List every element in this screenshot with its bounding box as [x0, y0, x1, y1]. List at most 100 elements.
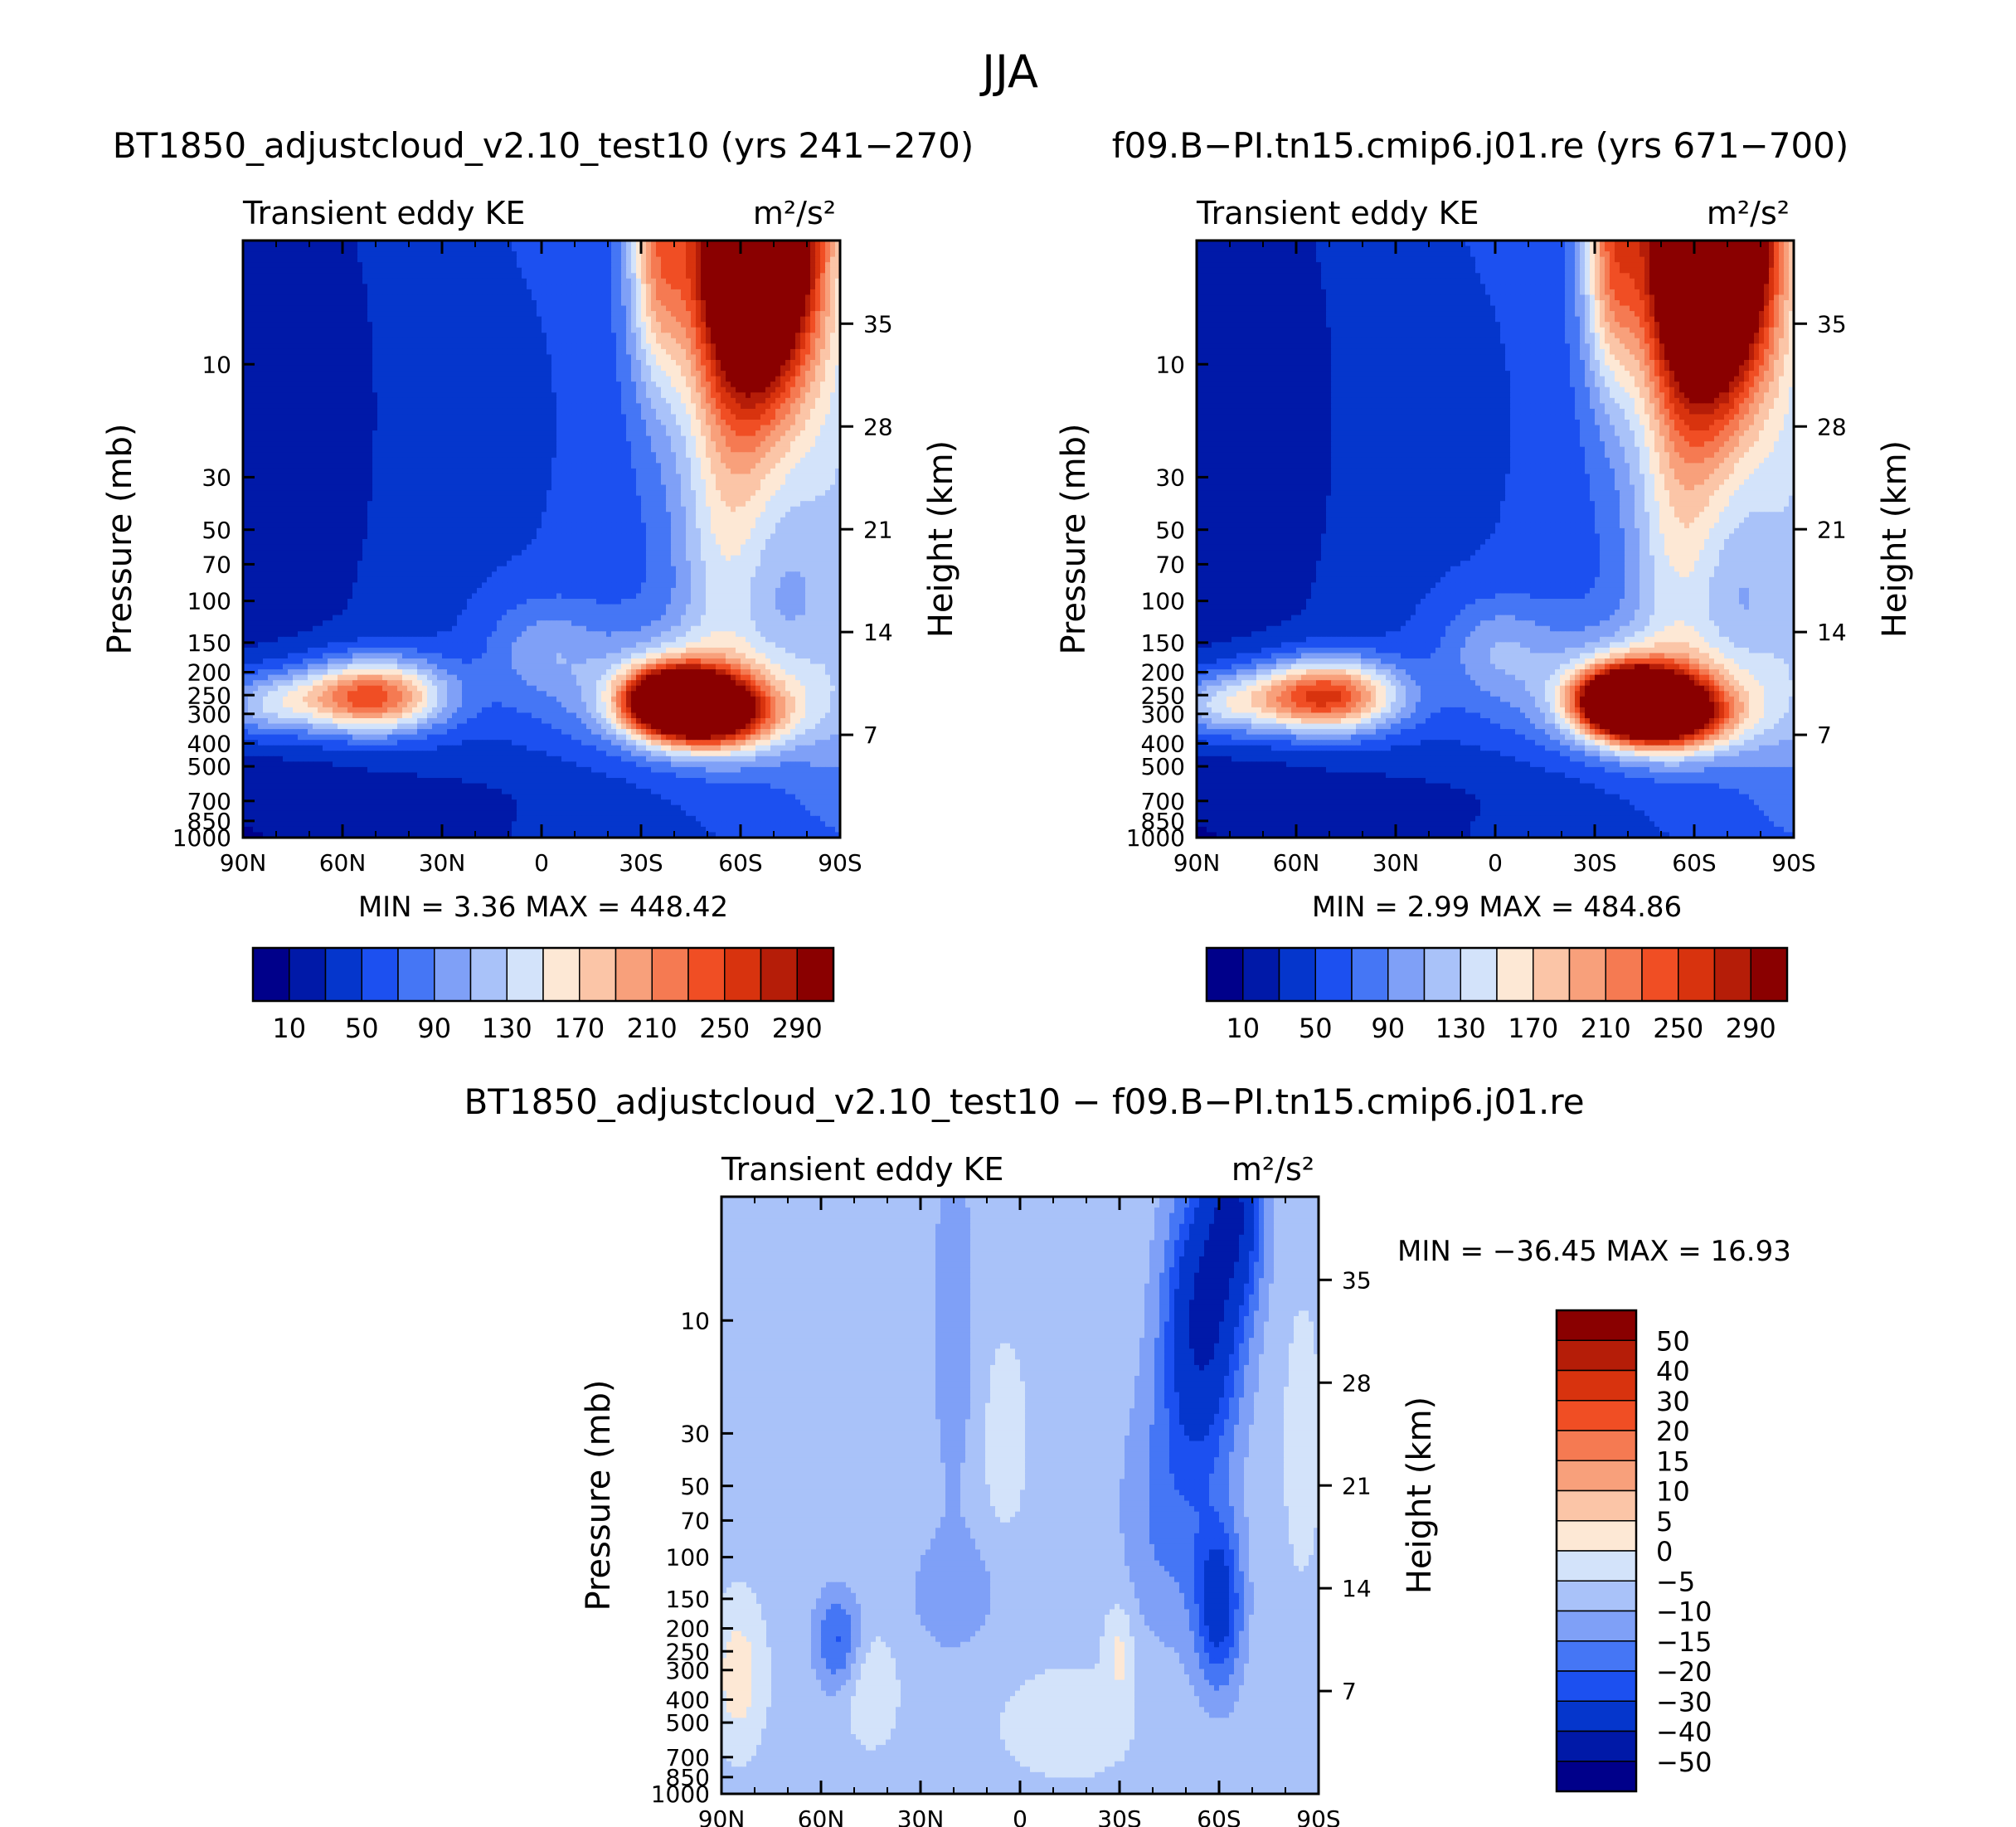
contour-cell	[367, 268, 373, 274]
contour-cell	[273, 268, 279, 274]
contour-cell	[596, 251, 602, 257]
contour-cell	[447, 262, 453, 268]
contour-cell	[696, 251, 702, 257]
contour-cell	[800, 268, 806, 274]
contour-cell	[726, 262, 731, 268]
contour-cell	[462, 246, 468, 252]
contour-cell	[487, 273, 493, 279]
contour-cell	[581, 257, 587, 263]
contour-cell	[711, 262, 717, 268]
contour-cell	[785, 251, 791, 257]
contour-cell	[651, 273, 657, 279]
contour-cell	[790, 246, 796, 252]
contour-cell	[417, 273, 423, 279]
contour-cell	[537, 289, 542, 295]
contour-cell	[248, 262, 254, 268]
contour-cell	[527, 268, 532, 274]
contour-cell	[656, 273, 662, 279]
contour-cell	[352, 279, 358, 284]
contour-cell	[596, 262, 602, 268]
contour-cell	[755, 262, 761, 268]
contour-cell	[795, 273, 801, 279]
contour-cell	[288, 246, 294, 252]
contour-cell	[342, 289, 348, 295]
contour-cell	[537, 257, 542, 263]
contour-cell	[542, 268, 547, 274]
contour-cell	[323, 262, 328, 268]
contour-cell	[527, 289, 532, 295]
contour-cell	[342, 279, 348, 284]
contour-cell	[706, 262, 712, 268]
contour-cell	[502, 251, 508, 257]
contour-cell	[805, 273, 811, 279]
figure-canvas: JJA BT1850_adjustcloud_v2.10_test10 (yrs…	[0, 0, 2016, 1827]
figure-title: JJA	[979, 46, 1038, 98]
contour-cell	[313, 279, 318, 284]
contour-cell	[248, 289, 254, 295]
contour-cell	[631, 268, 637, 274]
contour-cell	[323, 279, 328, 284]
contour-cell	[656, 289, 662, 295]
contour-cell	[397, 262, 403, 268]
contour-cell	[666, 262, 672, 268]
contour-cell	[482, 284, 488, 289]
contour-cell	[248, 279, 254, 284]
contour-cell	[547, 284, 552, 289]
contour-cell	[616, 289, 622, 295]
contour-cell	[736, 279, 741, 284]
contour-cell	[820, 273, 826, 279]
contour-cell	[686, 251, 692, 257]
contour-cell	[706, 273, 712, 279]
contour-cell	[656, 268, 662, 274]
contour-cell	[323, 257, 328, 263]
contour-cell	[263, 251, 269, 257]
contour-cell	[477, 284, 483, 289]
contour-cell	[721, 284, 726, 289]
contour-cell	[482, 268, 488, 274]
contour-cell	[691, 273, 697, 279]
contour-cell	[318, 289, 323, 295]
contour-cell	[283, 262, 289, 268]
contour-cell	[412, 246, 418, 252]
contour-cell	[517, 273, 522, 279]
contour-cell	[591, 279, 597, 284]
contour-cell	[278, 279, 284, 284]
contour-cell	[357, 273, 363, 279]
contour-cell	[755, 273, 761, 279]
contour-cell	[736, 257, 741, 263]
contour-cell	[586, 279, 592, 284]
contour-cell	[696, 279, 702, 284]
contour-cell	[392, 246, 398, 252]
contour-cell	[780, 251, 786, 257]
contour-cell	[616, 257, 622, 263]
contour-cell	[442, 262, 448, 268]
contour-cell	[253, 268, 259, 274]
contour-cell	[402, 284, 408, 289]
contour-cell	[671, 268, 677, 274]
contour-cell	[606, 273, 612, 279]
contour-cell	[616, 284, 622, 289]
contour-cell	[780, 284, 786, 289]
contour-cell	[492, 257, 498, 263]
contour-cell	[621, 262, 627, 268]
contour-cell	[701, 284, 707, 289]
contour-cell	[537, 273, 542, 279]
contour-cell	[298, 251, 304, 257]
contour-cell	[810, 279, 816, 284]
contour-cell	[666, 251, 672, 257]
contour-cell	[288, 262, 294, 268]
contour-cell	[751, 268, 756, 274]
contour-cell	[367, 279, 373, 284]
contour-cell	[248, 251, 254, 257]
contour-cell	[502, 279, 508, 284]
contour-cell	[711, 251, 717, 257]
contour-cell	[636, 257, 642, 263]
contour-cell	[432, 268, 438, 274]
contour-cell	[790, 273, 796, 279]
contour-cell	[452, 289, 458, 295]
contour-cell	[342, 268, 348, 274]
contour-cell	[671, 289, 677, 295]
contour-cell	[407, 273, 413, 279]
contour-cell	[736, 262, 741, 268]
contour-cell	[686, 273, 692, 279]
